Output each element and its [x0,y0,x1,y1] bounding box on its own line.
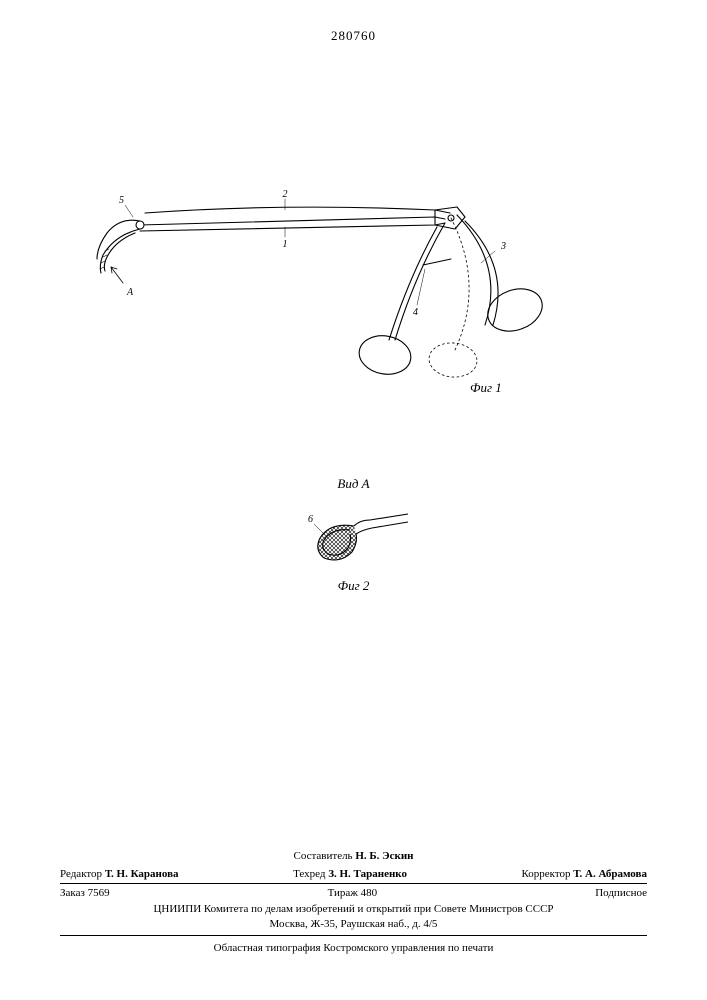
view-arrow-a: А [126,287,134,298]
figure-1-svg: 1 2 3 4 5 А [85,155,605,385]
order-number: 7569 [88,887,110,899]
compiler-name: Н. Б. Эскин [355,850,413,862]
tech-editor: Техред З. Н. Тараненко [293,868,407,880]
compiler-line: Составитель Н. Б. Эскин [60,850,647,862]
editor: Редактор Т. Н. Каранова [60,868,179,880]
figure-2-svg: 6 [300,498,410,568]
figure-2: 6 [300,498,410,568]
credits-row: Редактор Т. Н. Каранова Техред З. Н. Тар… [60,868,647,884]
ref-4: 4 [413,307,418,318]
compiler-label: Составитель [293,850,352,862]
editor-name: Т. Н. Каранова [105,868,179,880]
printer-line: Областная типография Костромского управл… [60,942,647,954]
order-row: Заказ 7569 Тираж 480 Подписное [60,887,647,899]
institute-line-1: ЦНИИПИ Комитета по делам изобретений и о… [60,902,647,917]
document-number: 280760 [0,28,707,44]
corrector-name: Т. А. Абрамова [573,868,647,880]
corrector-label: Корректор [521,868,570,880]
view-a-label: Вид А [0,476,707,492]
ref-1: 1 [283,239,288,250]
editor-label: Редактор [60,868,102,880]
tirage-number: 480 [361,887,378,899]
ref-6: 6 [308,514,313,525]
figure-1: 1 2 3 4 5 А [85,155,605,385]
tirage-label: Тираж [328,887,358,899]
institute-line-2: Москва, Ж-35, Раушская наб., д. 4/5 [60,917,647,932]
figure-1-caption: Фиг 1 [470,380,502,396]
tech-name: З. Н. Тараненко [328,868,407,880]
order: Заказ 7569 [60,887,110,899]
figure-2-caption: Фиг 2 [0,578,707,594]
tirage: Тираж 480 [328,887,378,899]
ref-2: 2 [283,189,288,200]
order-label: Заказ [60,887,85,899]
ref-5: 5 [119,195,124,206]
patent-page: 280760 [0,0,707,1000]
colophon: Составитель Н. Б. Эскин Редактор Т. Н. К… [60,850,647,954]
institute-block: ЦНИИПИ Комитета по делам изобретений и о… [60,902,647,936]
corrector: Корректор Т. А. Абрамова [521,868,647,880]
ref-3: 3 [500,241,506,252]
subscription: Подписное [595,887,647,899]
tech-label: Техред [293,868,325,880]
